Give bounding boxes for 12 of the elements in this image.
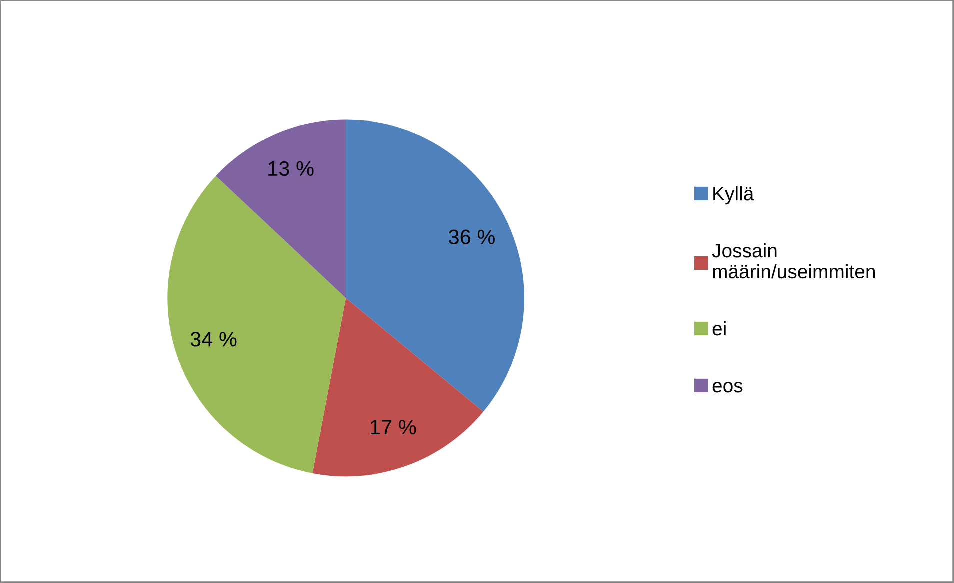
pie-slice <box>168 176 346 474</box>
data-label: 17 % <box>371 420 416 435</box>
data-label: 34 % <box>190 332 237 347</box>
legend-label: Jossain määrin/useimmiten <box>712 243 875 279</box>
pie-slice <box>312 298 484 477</box>
data-label: 36 % <box>449 230 495 245</box>
pie-slice <box>216 120 346 298</box>
legend-label: ei <box>712 321 726 336</box>
data-label: 13 % <box>268 161 314 176</box>
pie-slice <box>346 120 524 412</box>
legend-label: Kyllä <box>714 186 754 205</box>
legend-label: eos <box>712 382 743 393</box>
